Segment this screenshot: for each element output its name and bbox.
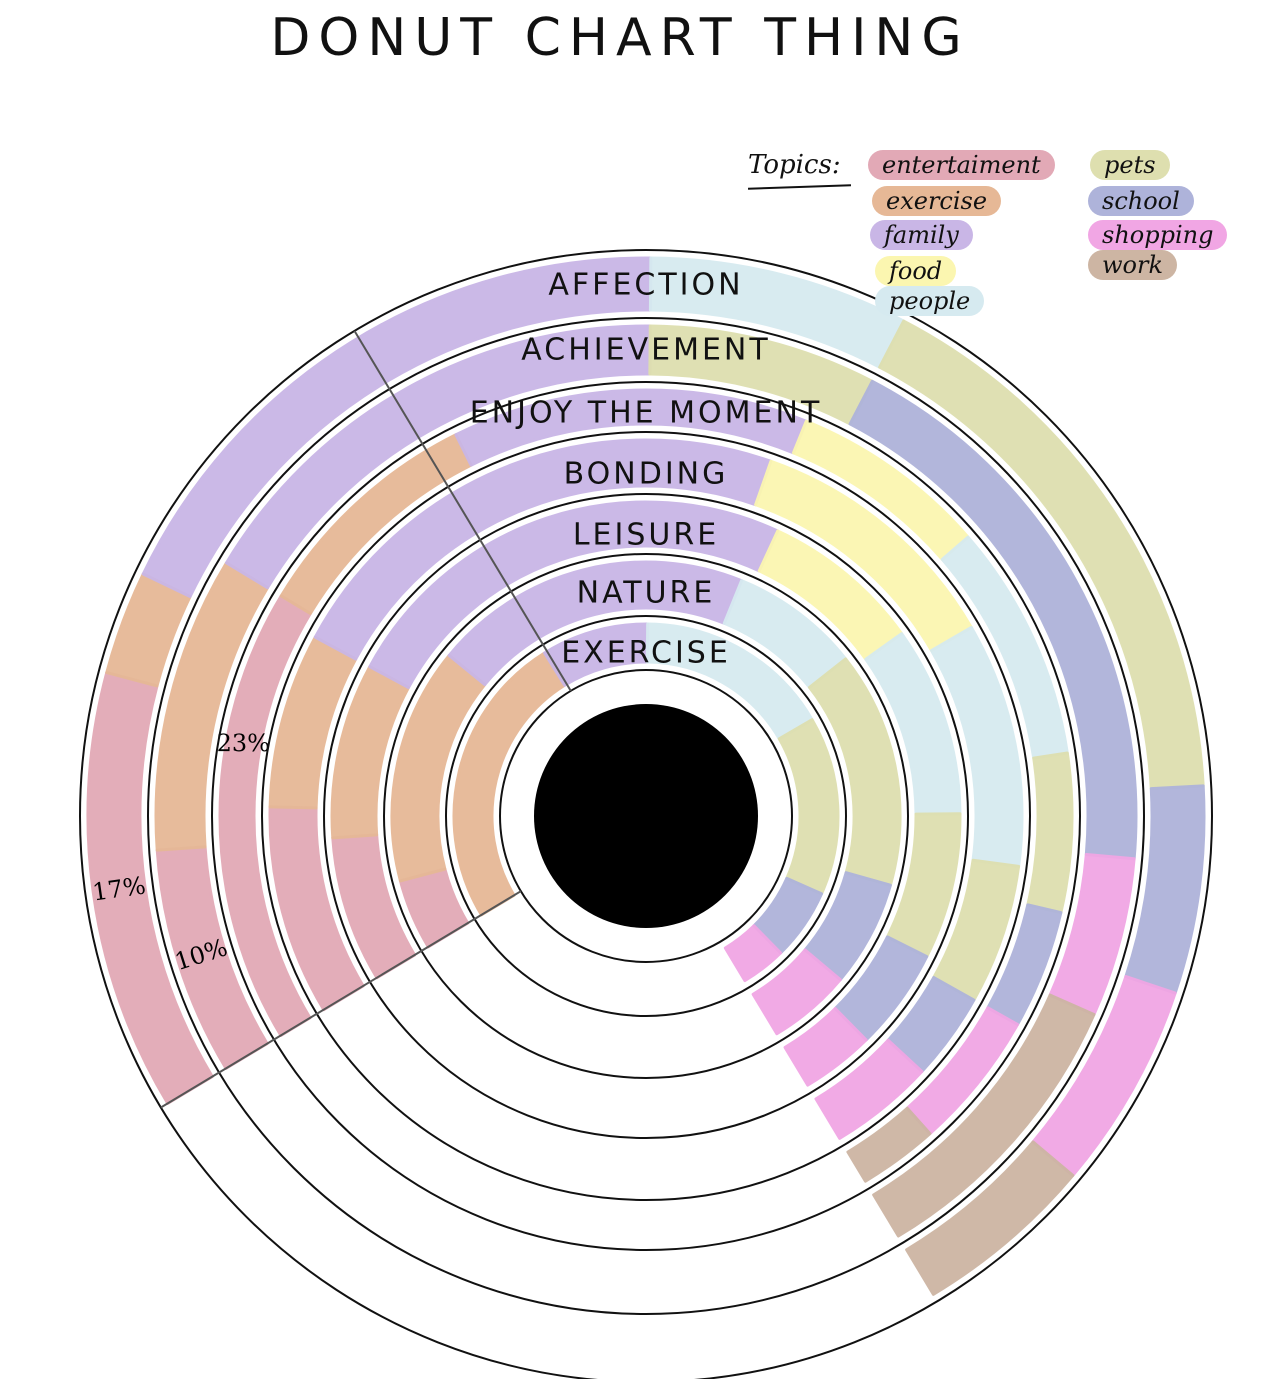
gap-edge-line	[353, 330, 572, 692]
ring-outline	[323, 493, 969, 1139]
ring-label: EXERCISE	[561, 636, 731, 671]
segment-shopping	[783, 1007, 868, 1087]
segment-percent-label: 23%	[217, 729, 270, 757]
legend-item: pets	[1090, 150, 1170, 180]
ring-label: NATURE	[577, 576, 716, 611]
segment-work	[846, 1106, 932, 1183]
ring-outline	[261, 431, 1031, 1201]
segment-shopping	[751, 948, 842, 1036]
legend-item: food	[875, 256, 957, 286]
ring-outline	[445, 615, 847, 1017]
legend-heading: Topics:	[748, 150, 841, 180]
gap-edge-line	[160, 890, 522, 1109]
ring-outline	[211, 381, 1081, 1251]
ring-label: LEISURE	[573, 518, 719, 553]
legend-item: family	[870, 220, 973, 250]
ring-outline	[147, 317, 1145, 1315]
segment-pets	[1026, 751, 1074, 915]
legend-item: exercise	[872, 186, 1002, 216]
ring-outline	[79, 249, 1213, 1379]
ring-outline	[383, 553, 909, 1079]
ring-label: BONDING	[564, 457, 729, 492]
legend-item: work	[1088, 250, 1178, 280]
legend-item: school	[1088, 186, 1194, 216]
segment-work	[872, 993, 1096, 1238]
center-hole	[534, 704, 758, 928]
legend-item: people	[875, 286, 985, 316]
segment-pets	[777, 718, 840, 896]
ring-outline	[499, 669, 793, 963]
ring-label: AFFECTION	[548, 268, 743, 303]
legend-item: shopping	[1088, 220, 1228, 250]
segment-work	[905, 1140, 1075, 1296]
ring-label: ENJOY THE MOMENT	[470, 396, 823, 431]
segment-shopping	[814, 1038, 924, 1140]
ring-label: ACHIEVEMENT	[521, 333, 770, 368]
chart-title: DONUT CHART THING	[270, 8, 970, 68]
legend-item: entertaiment	[868, 150, 1055, 180]
segment-shopping	[723, 924, 783, 983]
